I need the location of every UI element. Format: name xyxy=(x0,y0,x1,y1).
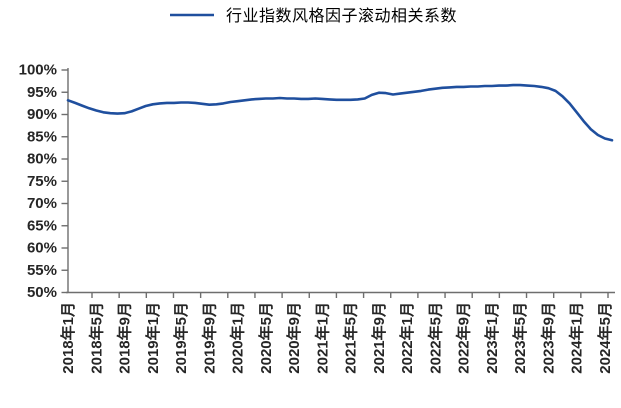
svg-text:2021年9月: 2021年9月 xyxy=(370,302,388,374)
svg-text:2021年5月: 2021年5月 xyxy=(342,302,360,374)
svg-text:2020年5月: 2020年5月 xyxy=(257,302,275,374)
svg-text:2022年1月: 2022年1月 xyxy=(398,302,416,374)
y-axis: 100% 95% 90% 85% 80% 75% 70% 65% 60% 55% 50% xyxy=(19,62,69,301)
svg-text:2023年1月: 2023年1月 xyxy=(483,302,501,374)
svg-text:2023年9月: 2023年9月 xyxy=(539,302,557,374)
x-axis: 2018年1月 2018年5月 2018年9月 2019年1月 2019年5月 2019年… xyxy=(59,291,615,374)
line-series xyxy=(66,83,614,142)
svg-text:2024年5月: 2024年5月 xyxy=(596,302,614,374)
svg-text:2019年5月: 2019年5月 xyxy=(172,302,190,374)
svg-text:65%: 65% xyxy=(27,217,57,234)
svg-text:2023年5月: 2023年5月 xyxy=(511,302,529,374)
svg-text:80%: 80% xyxy=(27,151,57,168)
svg-text:2021年1月: 2021年1月 xyxy=(313,302,331,374)
svg-text:2022年9月: 2022年9月 xyxy=(455,302,473,374)
svg-text:2024年1月: 2024年1月 xyxy=(568,302,586,374)
svg-text:2018年1月: 2018年1月 xyxy=(59,302,77,374)
svg-text:85%: 85% xyxy=(27,128,57,145)
svg-text:2019年9月: 2019年9月 xyxy=(200,302,218,374)
svg-text:75%: 75% xyxy=(27,173,57,190)
svg-text:55%: 55% xyxy=(27,262,57,279)
svg-text:95%: 95% xyxy=(27,84,57,101)
svg-text:100%: 100% xyxy=(19,62,57,79)
svg-text:2018年5月: 2018年5月 xyxy=(87,302,105,374)
svg-text:2020年9月: 2020年9月 xyxy=(285,302,303,374)
svg-text:2020年1月: 2020年1月 xyxy=(229,302,247,374)
svg-text:2022年5月: 2022年5月 xyxy=(426,302,444,374)
legend: 行业指数风格因子滚动相关系数 xyxy=(170,7,457,25)
svg-text:2019年1月: 2019年1月 xyxy=(144,302,162,374)
svg-text:70%: 70% xyxy=(27,195,57,212)
svg-text:50%: 50% xyxy=(27,284,57,301)
svg-text:2018年9月: 2018年9月 xyxy=(116,302,134,374)
svg-text:60%: 60% xyxy=(27,240,57,257)
legend-label: 行业指数风格因子滚动相关系数 xyxy=(226,7,457,25)
svg-text:90%: 90% xyxy=(27,106,57,123)
